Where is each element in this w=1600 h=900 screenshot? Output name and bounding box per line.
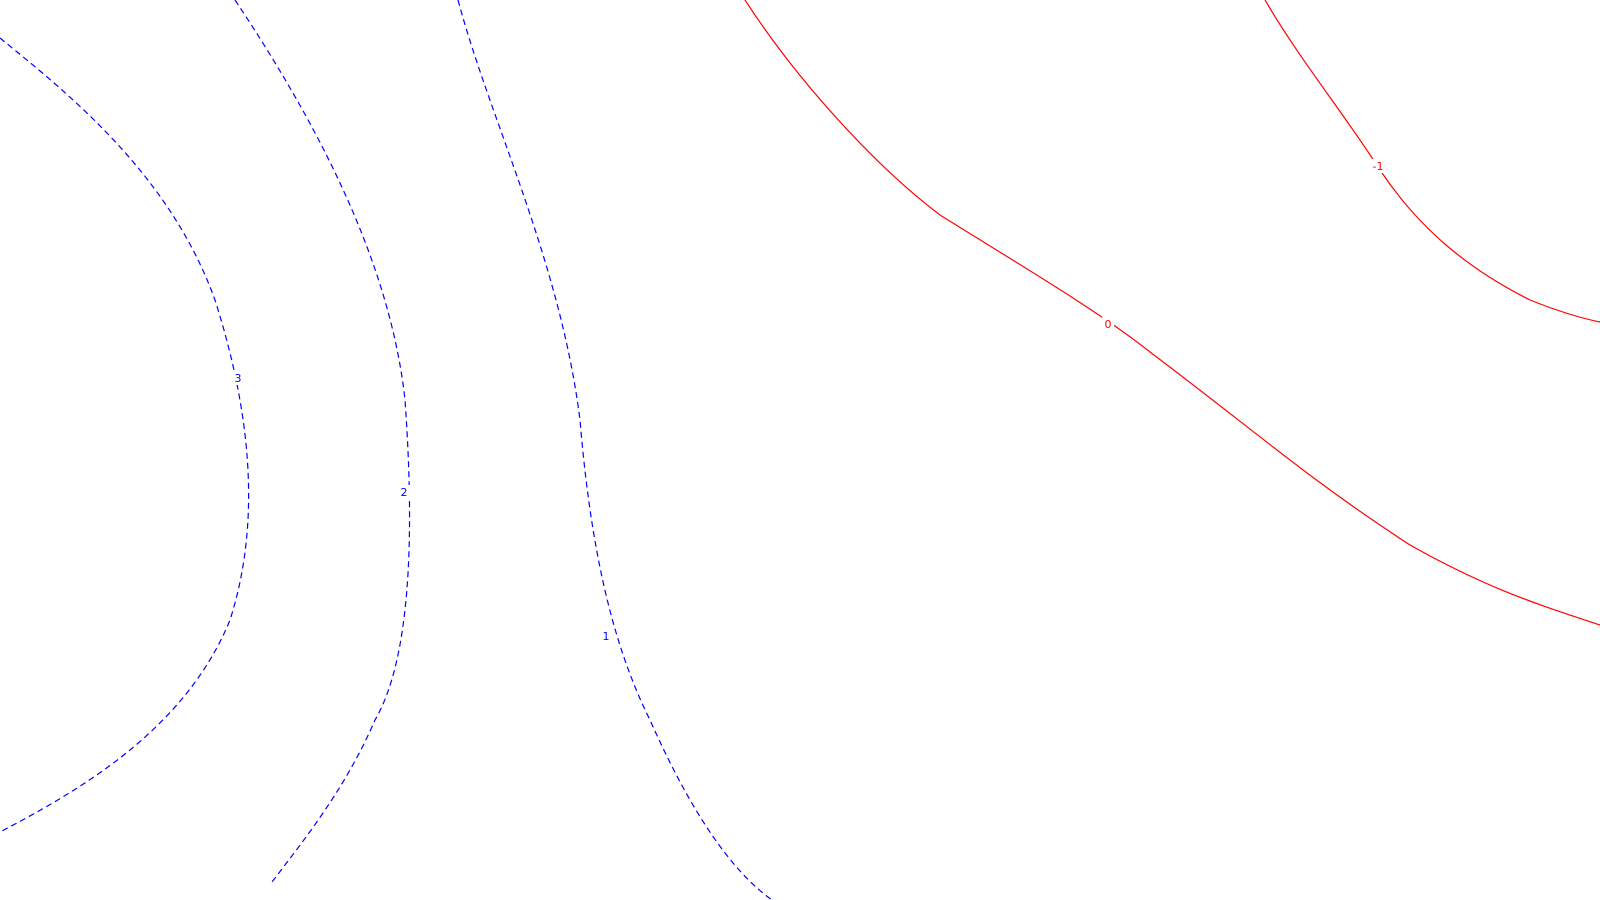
contour-label-3-text: 3	[235, 372, 242, 385]
contour-label-2-text: 2	[401, 486, 408, 499]
contour-label-3: 3	[232, 371, 244, 385]
contour-label-1-text: 1	[603, 630, 610, 643]
contour-label-1: 1	[600, 629, 612, 643]
contour-label-0-text: 0	[1105, 318, 1112, 331]
contour-label-0: 0	[1102, 317, 1114, 331]
contour-line-0	[744, 0, 1600, 626]
contour-line-1	[457, 0, 773, 900]
contour-line-2	[234, 0, 411, 883]
contour-label-2: 2	[398, 485, 410, 499]
contour-line-3	[0, 37, 250, 833]
contour-label-minus-1: -1	[1368, 159, 1388, 173]
contour-label-minus-1-text: -1	[1373, 160, 1384, 173]
contour-line-minus-1	[1264, 0, 1600, 323]
